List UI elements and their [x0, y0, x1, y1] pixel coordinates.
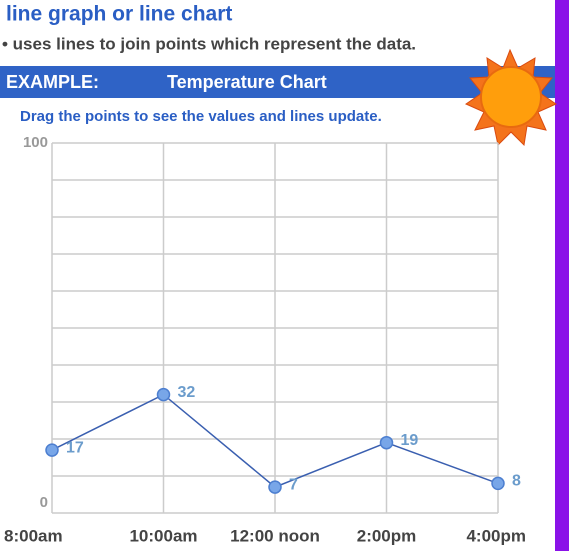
banner: [0, 66, 555, 98]
bullet-text: • uses lines to join points which repres…: [2, 34, 416, 53]
value-label: 19: [401, 432, 419, 449]
x-tick-label: 8:00am: [4, 526, 63, 545]
instruction: Drag the points to see the values and li…: [20, 108, 382, 125]
point[interactable]: [45, 443, 59, 457]
banner-label: EXAMPLE:: [6, 72, 99, 92]
x-tick-label: 12:00 noon: [230, 526, 320, 545]
x-tick-label: 10:00am: [129, 526, 197, 545]
value-label: 7: [289, 476, 298, 493]
y-tick-label: 0: [40, 494, 48, 511]
point[interactable]: [491, 476, 505, 491]
point[interactable]: [379, 435, 394, 450]
value-label: 17: [66, 439, 84, 456]
point[interactable]: [156, 387, 171, 402]
plot: 0 100 8:00am 10:00am 12:00 noon 2:00pm 4:00pm 1…: [4, 134, 526, 546]
point[interactable]: [268, 480, 282, 494]
x-tick-label: 4:00pm: [466, 526, 526, 545]
side-bar: [555, 0, 569, 551]
y-tick-label: 100: [23, 134, 48, 151]
value-label: 8: [512, 473, 521, 490]
sun-icon: [464, 48, 558, 147]
chart-title: Temperature Chart: [167, 72, 327, 92]
x-tick-label: 2:00pm: [357, 526, 417, 545]
value-label: 32: [178, 384, 196, 401]
page-title: line graph or line chart: [6, 3, 232, 26]
